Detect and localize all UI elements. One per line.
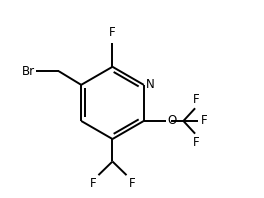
Text: F: F (129, 177, 135, 190)
Text: O: O (167, 114, 177, 128)
Text: N: N (146, 78, 155, 91)
Text: F: F (193, 93, 199, 106)
Text: F: F (201, 114, 208, 128)
Text: F: F (109, 27, 116, 39)
Text: F: F (193, 136, 199, 149)
Text: F: F (89, 177, 96, 190)
Text: Br: Br (22, 65, 35, 78)
